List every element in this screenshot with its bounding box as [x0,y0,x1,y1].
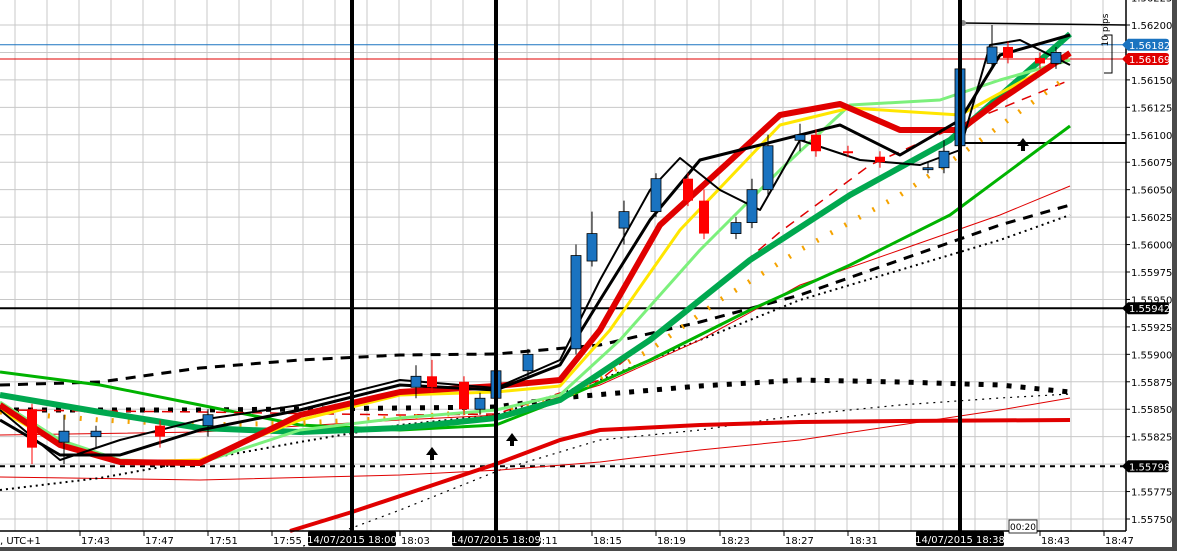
svg-text:17:43: 17:43 [81,536,110,547]
svg-text:1.56182: 1.56182 [1129,41,1170,52]
svg-text:14/07/2015 18:00: 14/07/2015 18:00 [307,535,397,546]
svg-text:1.56169: 1.56169 [1129,55,1170,66]
indicator-series [0,31,1072,552]
plot-area[interactable] [0,0,1126,531]
svg-text:18:43: 18:43 [1041,536,1070,547]
svg-text:18:23: 18:23 [721,536,750,547]
svg-text:1.55798: 1.55798 [1129,462,1170,473]
svg-text:1.56050: 1.56050 [1131,186,1172,197]
svg-text:18:15: 18:15 [593,536,622,547]
svg-text:18:47: 18:47 [1105,536,1134,547]
svg-text:1.56125: 1.56125 [1131,103,1172,114]
svg-text:17:47: 17:47 [145,536,174,547]
svg-text:1.56150: 1.56150 [1131,76,1172,87]
svg-text:1.56000: 1.56000 [1131,241,1172,252]
time-axis[interactable] [0,531,1126,547]
svg-text:10 pips: 10 pips [1101,13,1111,46]
svg-text:1.55825: 1.55825 [1131,433,1172,444]
svg-text:17:55: 17:55 [273,536,302,547]
svg-text:1.55925: 1.55925 [1131,323,1172,334]
svg-text:, UTC+1: , UTC+1 [0,536,41,547]
svg-text:18:11: 18:11 [529,536,558,547]
svg-text:1.56025: 1.56025 [1131,213,1172,224]
svg-text:17:51: 17:51 [209,536,238,547]
svg-text:14/07/2015 18:38: 14/07/2015 18:38 [915,535,1005,546]
svg-text:1.55942: 1.55942 [1129,304,1170,315]
svg-text:1.56225: 1.56225 [1131,0,1172,5]
svg-text:1.55975: 1.55975 [1131,268,1172,279]
svg-text:1.56100: 1.56100 [1131,131,1172,142]
price-tags: 14/07/2015 18:00 14/07/2015 18:09 14/07/20… [307,13,1170,546]
svg-text:1.56075: 1.56075 [1131,158,1172,169]
reference-lines [0,20,1127,468]
vertical-markers [350,0,1029,531]
svg-text:18:03: 18:03 [401,536,430,547]
svg-text:14/07/2015 18:09: 14/07/2015 18:09 [451,535,541,546]
svg-text:00:20: 00:20 [1010,523,1036,533]
svg-text:18:31: 18:31 [849,536,878,547]
svg-text:18:27: 18:27 [785,536,814,547]
svg-text:1.56200: 1.56200 [1131,21,1172,32]
svg-text:1.55775: 1.55775 [1131,488,1172,499]
svg-text:1.55950: 1.55950 [1131,295,1172,306]
svg-text:1.55900: 1.55900 [1131,350,1172,361]
window-border-right [1172,0,1177,551]
svg-text:1.55750: 1.55750 [1131,515,1172,526]
price-axis[interactable] [1126,0,1172,547]
svg-text:1.55850: 1.55850 [1131,405,1172,416]
svg-text:1.55875: 1.55875 [1131,378,1172,389]
window-border-bottom [0,547,1177,551]
svg-text:18:19: 18:19 [657,536,686,547]
